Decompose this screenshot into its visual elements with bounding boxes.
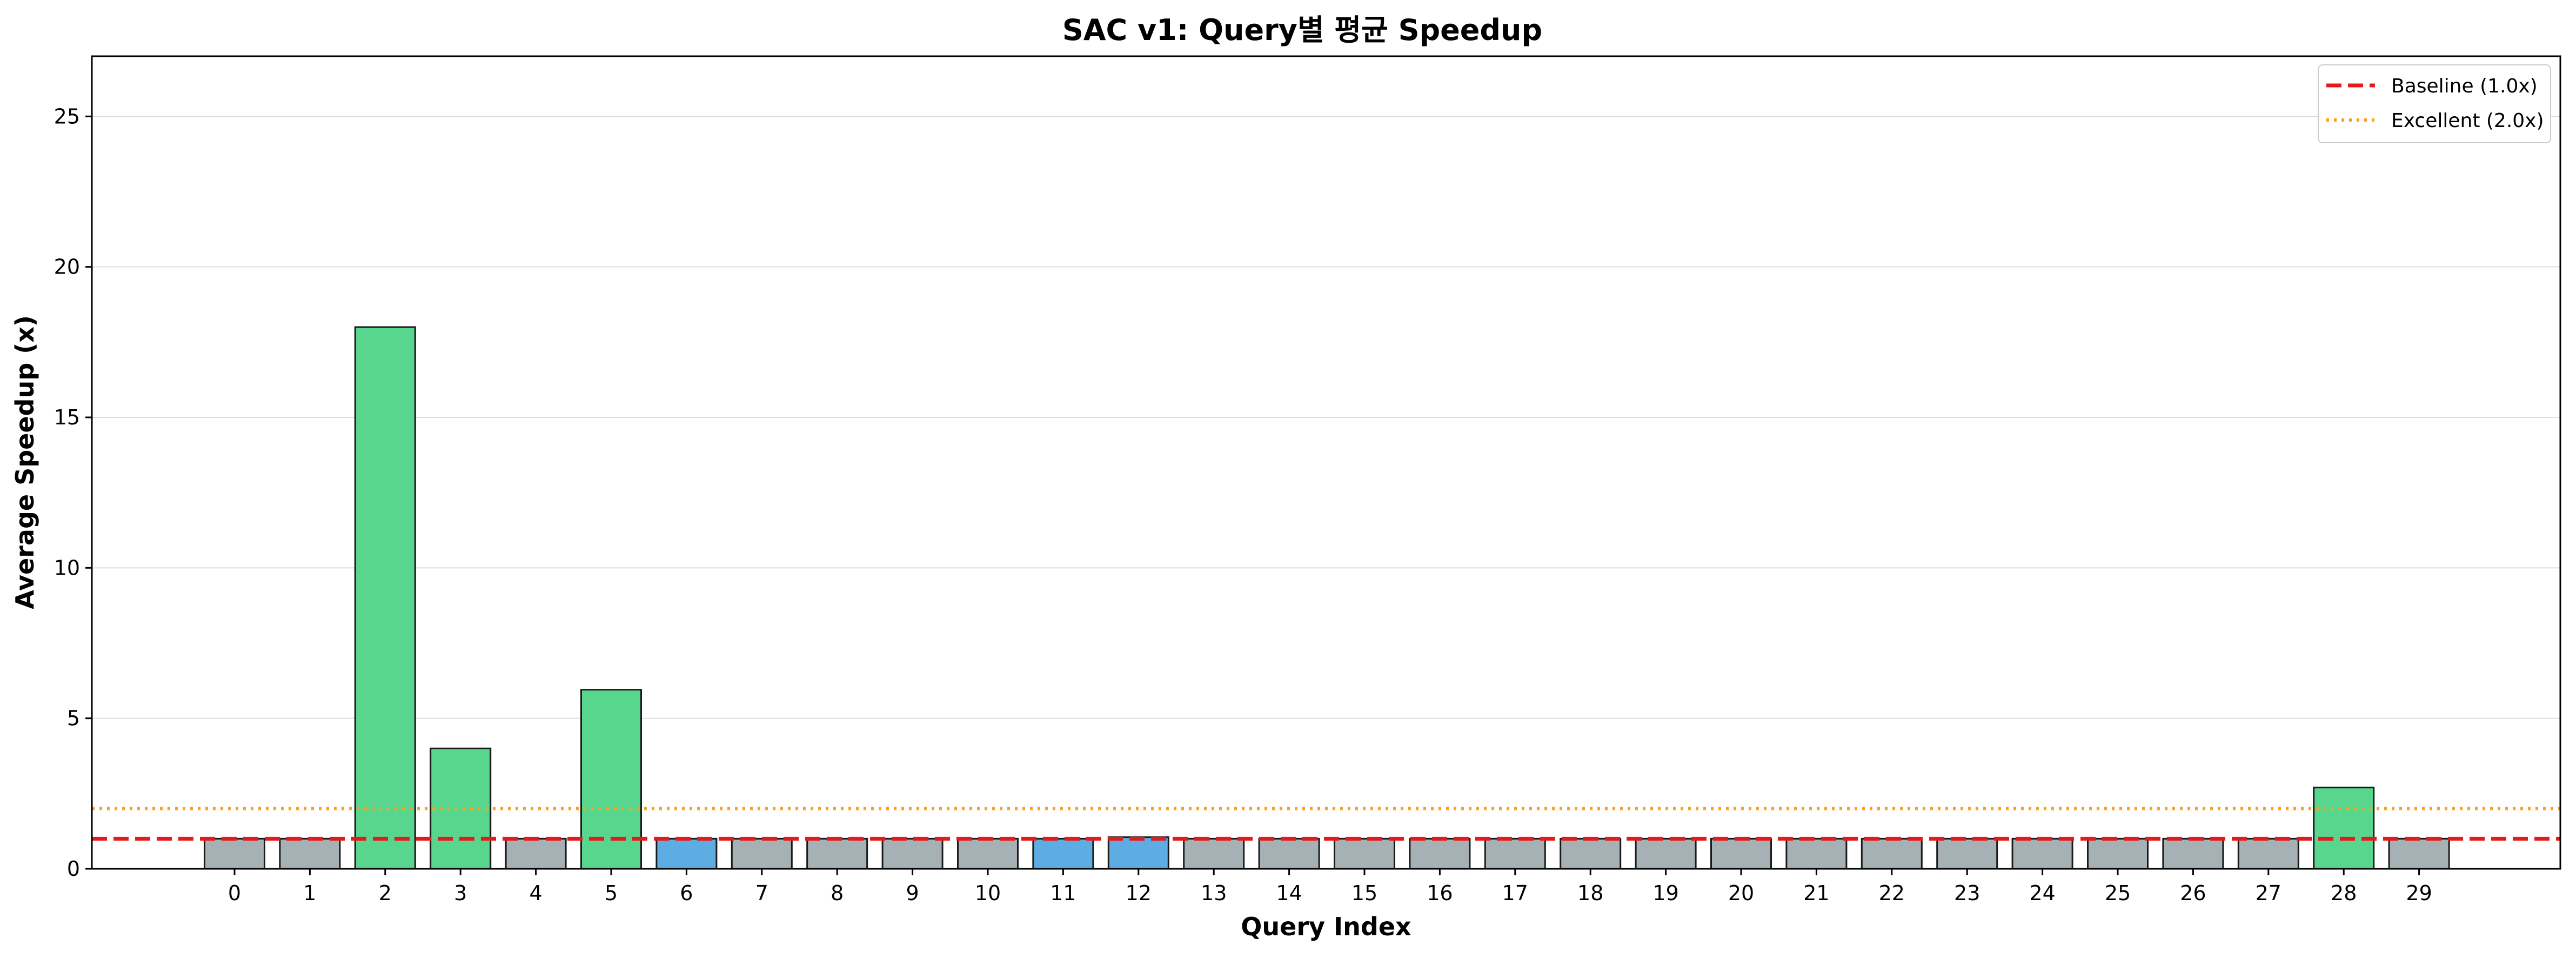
x-tick-label: 12 bbox=[1126, 881, 1152, 905]
x-tick-label: 16 bbox=[1427, 881, 1453, 905]
bar-query-20 bbox=[1710, 837, 1772, 870]
x-tick-label: 15 bbox=[1351, 881, 1377, 905]
bar-query-6 bbox=[655, 837, 718, 870]
x-tick-label: 24 bbox=[2029, 881, 2055, 905]
bar-query-21 bbox=[1785, 837, 1848, 870]
x-tick-label: 6 bbox=[680, 881, 693, 905]
bar-query-13 bbox=[1183, 837, 1245, 870]
reference-lines bbox=[92, 807, 2560, 841]
bar-query-17 bbox=[1484, 837, 1546, 870]
bar-query-1 bbox=[279, 837, 341, 870]
x-tick-label: 9 bbox=[906, 881, 919, 905]
chart-title: SAC v1: Query별 평균 Speedup bbox=[1062, 13, 1542, 47]
bar-query-25 bbox=[2087, 837, 2149, 870]
bar-query-14 bbox=[1258, 837, 1320, 870]
bar-query-28 bbox=[2313, 787, 2375, 870]
x-tick-label: 20 bbox=[1728, 881, 1754, 905]
x-tick-label: 28 bbox=[2331, 881, 2357, 905]
bar-query-10 bbox=[957, 837, 1019, 870]
x-tick-label: 0 bbox=[228, 881, 241, 905]
bar-query-18 bbox=[1560, 837, 1622, 870]
x-tick-label: 27 bbox=[2256, 881, 2281, 905]
bar-query-26 bbox=[2162, 837, 2224, 870]
x-tick-label: 1 bbox=[303, 881, 316, 905]
x-tick-label: 10 bbox=[975, 881, 1001, 905]
bar-query-2 bbox=[354, 326, 416, 870]
x-tick-label: 29 bbox=[2406, 881, 2432, 905]
bar-query-29 bbox=[2388, 837, 2450, 870]
bar-query-16 bbox=[1409, 837, 1471, 870]
x-axis-ticks: 0 1 2 3 4 5 6 7 8 9 10 11 12 13 14 15 16 17 18 19 20 21 22 23 24… bbox=[228, 869, 2432, 905]
bar-query-22 bbox=[1861, 837, 1923, 870]
bar-query-11 bbox=[1032, 837, 1094, 870]
y-tick-label: 20 bbox=[54, 255, 80, 279]
y-tick-label: 25 bbox=[54, 104, 80, 128]
x-tick-label: 5 bbox=[605, 881, 618, 905]
legend-box bbox=[2318, 64, 2551, 143]
bar-query-3 bbox=[430, 747, 492, 870]
bar-query-19 bbox=[1635, 837, 1697, 870]
y-axis-label: Average Speedup (x) bbox=[10, 315, 39, 609]
bar-query-4 bbox=[505, 837, 567, 870]
x-tick-label: 19 bbox=[1652, 881, 1678, 905]
legend: Baseline (1.0x) Excellent (2.0x) bbox=[2318, 64, 2551, 143]
y-tick-label: 5 bbox=[67, 707, 80, 730]
y-tick-label: 10 bbox=[54, 556, 80, 580]
x-tick-label: 21 bbox=[1803, 881, 1829, 905]
bar-query-0 bbox=[204, 837, 265, 870]
bar-query-9 bbox=[881, 837, 944, 870]
x-tick-label: 3 bbox=[454, 881, 467, 905]
x-tick-label: 22 bbox=[1879, 881, 1905, 905]
x-tick-label: 8 bbox=[831, 881, 844, 905]
legend-label-baseline: Baseline (1.0x) bbox=[2391, 75, 2538, 97]
y-tick-label: 0 bbox=[67, 857, 80, 881]
x-tick-label: 4 bbox=[530, 881, 543, 905]
bar-query-24 bbox=[2011, 837, 2073, 870]
bar-query-15 bbox=[1334, 837, 1395, 870]
x-tick-label: 25 bbox=[2105, 881, 2131, 905]
y-tick-label: 15 bbox=[54, 405, 80, 429]
x-tick-label: 2 bbox=[379, 881, 392, 905]
bars bbox=[204, 326, 2450, 870]
x-tick-label: 14 bbox=[1276, 881, 1302, 905]
x-tick-label: 13 bbox=[1201, 881, 1227, 905]
y-axis-ticks: 0 5 10 15 20 25 bbox=[54, 104, 92, 881]
x-tick-label: 11 bbox=[1050, 881, 1076, 905]
bar-query-8 bbox=[806, 837, 868, 870]
x-tick-label: 26 bbox=[2180, 881, 2206, 905]
x-tick-label: 17 bbox=[1502, 881, 1528, 905]
bar-query-23 bbox=[1936, 837, 1998, 870]
plot-frame bbox=[91, 55, 2561, 870]
bar-query-12 bbox=[1107, 836, 1169, 870]
bar-query-5 bbox=[580, 689, 642, 870]
x-axis-label: Query Index bbox=[1241, 912, 1411, 941]
x-tick-label: 23 bbox=[1954, 881, 1980, 905]
bar-query-7 bbox=[731, 837, 793, 870]
bar-query-27 bbox=[2237, 837, 2299, 870]
grid-lines bbox=[92, 116, 2560, 719]
legend-label-excellent: Excellent (2.0x) bbox=[2391, 110, 2544, 132]
x-tick-label: 7 bbox=[755, 881, 768, 905]
x-tick-label: 18 bbox=[1577, 881, 1603, 905]
